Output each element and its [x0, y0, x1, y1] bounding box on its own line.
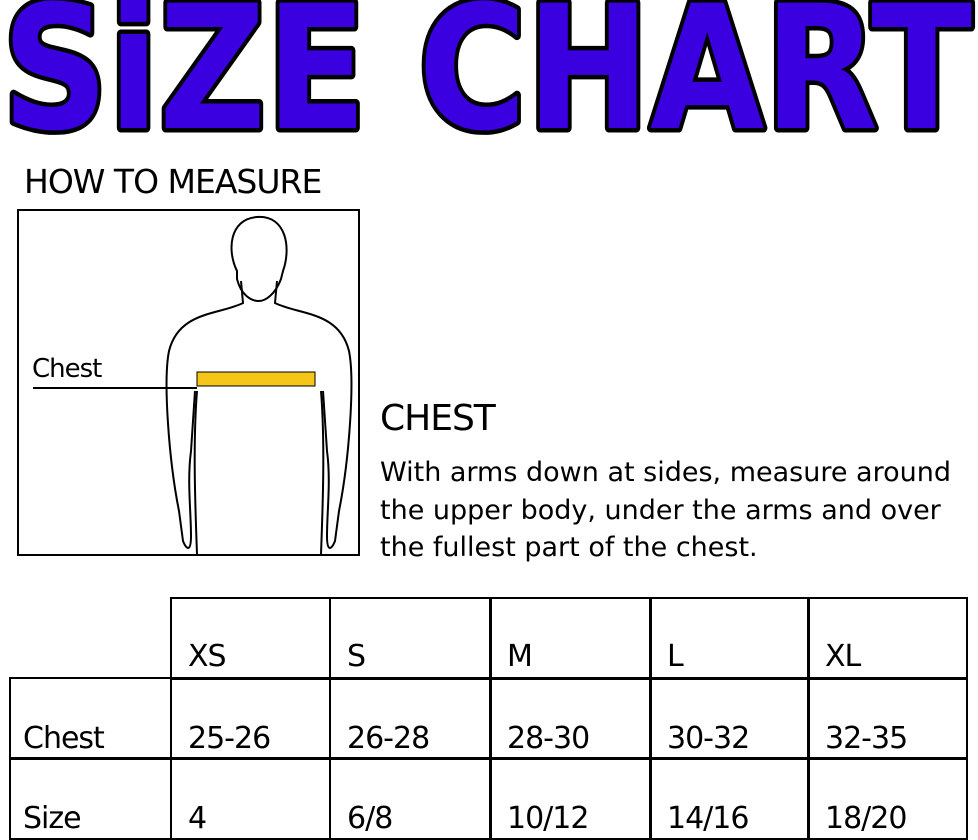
table-cell: 18/20: [807, 757, 968, 840]
row-label-size: Size: [9, 757, 172, 840]
body-outline-illustration: [33, 215, 353, 554]
table-cell: 30-32: [649, 677, 810, 760]
chest-figure-label: Chest: [32, 354, 102, 384]
how-to-measure-heading: HOW TO MEASURE: [24, 162, 322, 201]
table-cell: 6/8: [329, 757, 492, 840]
size-header-xs: XS: [170, 597, 331, 680]
chest-heading: CHEST: [380, 398, 496, 439]
chest-description: With arms down at sides, measure around …: [380, 457, 951, 563]
size-chart-title: SiZE CHART: [0, 0, 977, 138]
size-header-m: M: [489, 597, 652, 680]
size-header-s: S: [329, 597, 492, 680]
table-cell: 26-28: [329, 677, 492, 760]
table-cell: 14/16: [649, 757, 810, 840]
table-cell: 10/12: [489, 757, 652, 840]
table-cell: 25-26: [170, 677, 331, 760]
size-header-l: L: [649, 597, 810, 680]
row-label-chest: Chest: [9, 677, 172, 760]
measuring-tape: [196, 371, 316, 387]
size-header-xl: XL: [807, 597, 968, 680]
table-cell: 4: [170, 757, 331, 840]
table-cell: 28-30: [489, 677, 652, 760]
measurement-figure: [17, 209, 360, 556]
svg-text:SiZE CHART: SiZE CHART: [2, 0, 972, 138]
table-cell: 32-35: [807, 677, 968, 760]
